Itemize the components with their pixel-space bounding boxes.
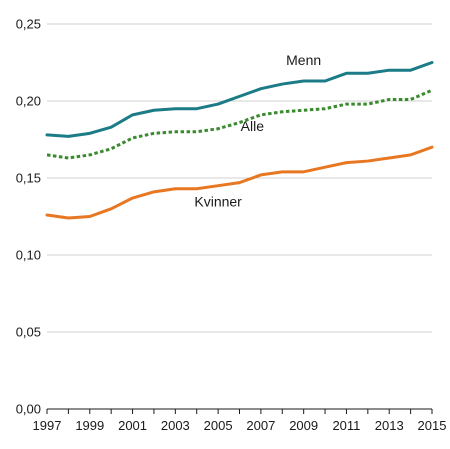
series-lines [45,61,434,220]
y-tick-label: 0,10 [16,248,41,263]
x-tick-label: 1997 [33,418,62,433]
x-tick-label: 2015 [418,418,447,433]
y-tick-label: 0,05 [16,325,41,340]
y-tick-label: 0,20 [16,94,41,109]
series-label-alle: Alle [241,118,265,134]
x-tick-label: 2011 [332,418,360,433]
x-tick-label: 2005 [204,418,233,433]
x-axis: 1997 1999 2001 2003 2005 2007 2009 2011 2013 2015 [33,408,447,433]
y-tick-label: 0,15 [16,171,41,186]
x-tick-label: 1999 [75,418,104,433]
x-tick-label: 2009 [289,418,318,433]
series-line-alle [46,88,433,160]
series-labels: Menn Alle Kvinner [194,52,321,210]
x-tick-label: 2003 [161,418,190,433]
y-tick-label: 0,00 [16,402,41,417]
y-tick-label: 0,25 [16,17,41,32]
x-tick-label: 2013 [375,418,404,433]
series-line-menn [45,61,434,138]
series-label-menn: Menn [286,52,321,68]
x-tick-label: 2001 [118,418,147,433]
x-tick-label: 2007 [246,418,275,433]
series-label-kvinner: Kvinner [194,193,242,209]
series-line-kvinner [45,145,434,220]
grid [47,23,432,333]
y-axis: 0,00 0,05 0,10 0,15 0,20 0,25 [16,17,41,417]
